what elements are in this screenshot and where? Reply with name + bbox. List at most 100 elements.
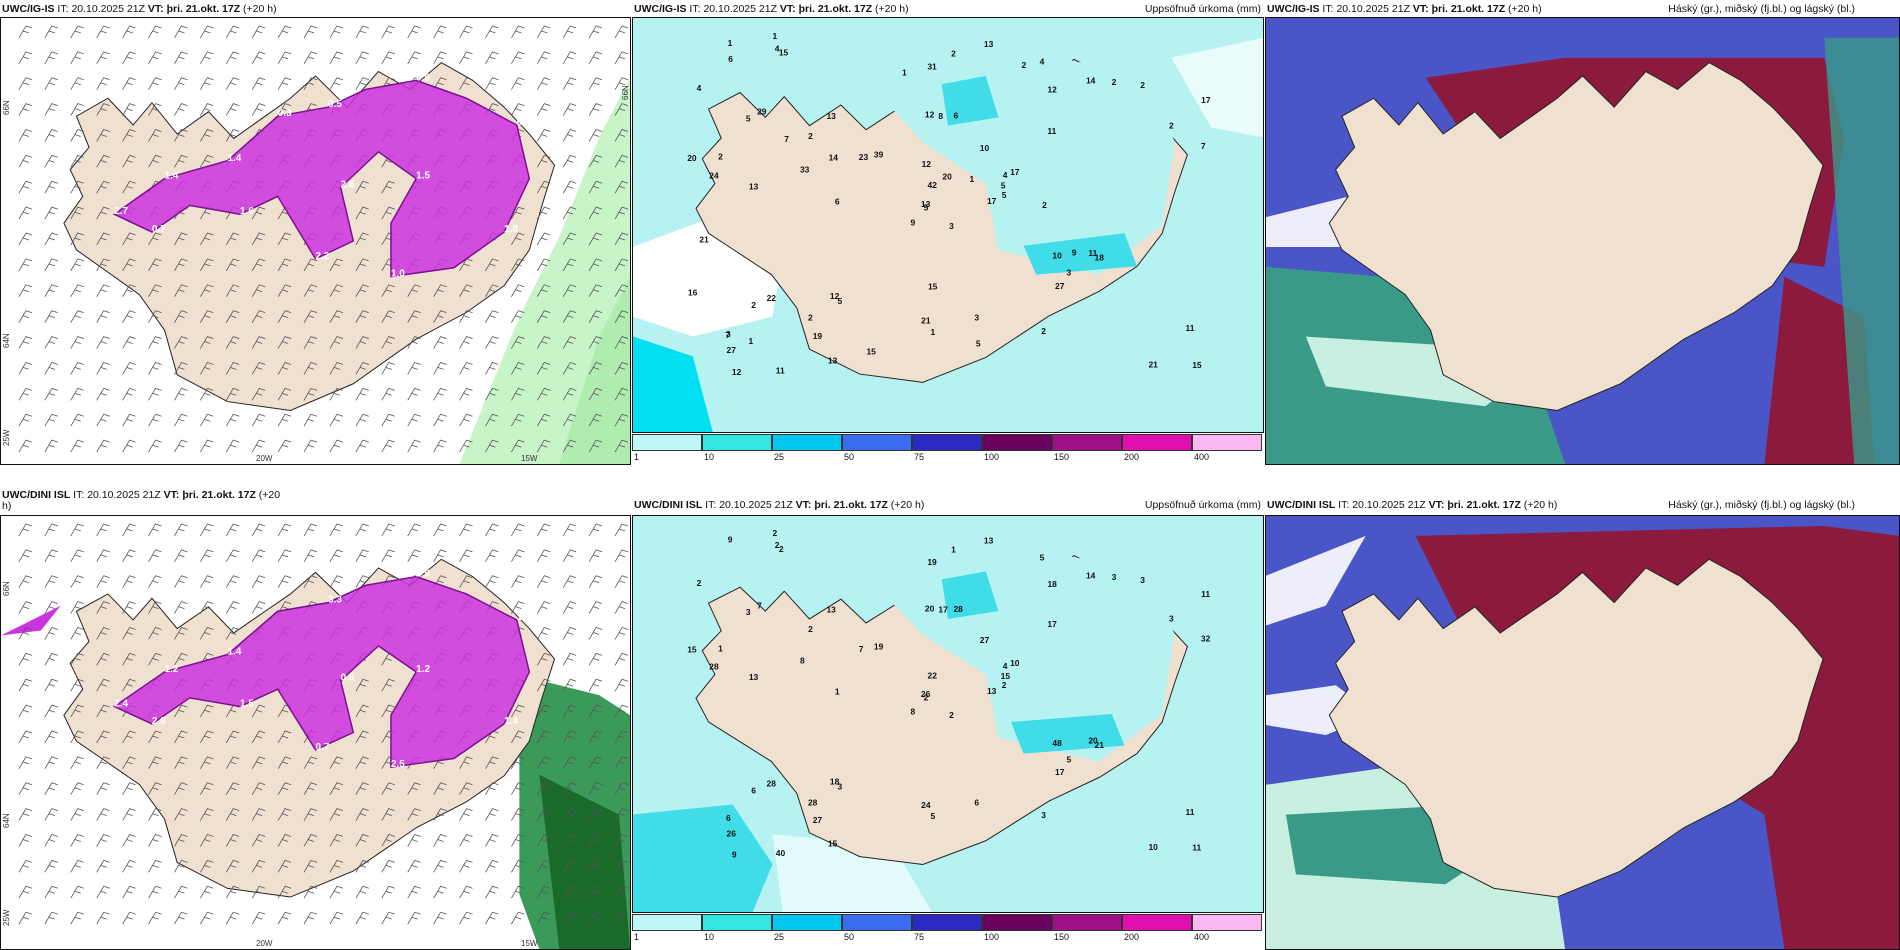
wind-barb bbox=[459, 575, 473, 588]
vt-label: VT: bbox=[779, 3, 796, 15]
wind-barb bbox=[277, 523, 292, 537]
colorbar-swatch bbox=[842, 914, 912, 931]
wind-barb bbox=[562, 523, 577, 537]
vt-label: VT: bbox=[1428, 499, 1445, 511]
wind-barb bbox=[251, 361, 266, 375]
wind-barb bbox=[70, 25, 84, 39]
wind-barb bbox=[303, 439, 318, 453]
precip-contour-label: 3.3 bbox=[328, 595, 342, 606]
wind-barb bbox=[200, 859, 214, 873]
wind-barb bbox=[96, 627, 110, 640]
wind-barb bbox=[303, 756, 318, 770]
precip-contour-label: 2.9 bbox=[416, 569, 430, 580]
precip-value: 15 bbox=[687, 645, 697, 655]
wind-barb bbox=[536, 652, 551, 666]
wind-barb bbox=[485, 25, 499, 39]
precip-value: 2 bbox=[751, 300, 756, 310]
wind-barb bbox=[148, 885, 162, 899]
precip-contour-label: 1.8 bbox=[504, 224, 518, 235]
wind-barb bbox=[381, 782, 395, 795]
colorbar-swatch bbox=[1192, 914, 1262, 931]
wind-barb bbox=[459, 885, 473, 899]
wind-barb bbox=[148, 549, 162, 562]
wind-barb bbox=[459, 859, 473, 873]
precip-value: 1 bbox=[718, 643, 723, 653]
wind-barb bbox=[381, 911, 395, 925]
precip-value: 6 bbox=[974, 798, 979, 808]
precip-area bbox=[941, 75, 999, 126]
precip-value: 7 bbox=[784, 134, 789, 144]
wind-barb bbox=[148, 756, 162, 770]
wind-barb bbox=[174, 258, 188, 272]
wind-barb bbox=[562, 859, 577, 873]
wind-barb bbox=[70, 51, 84, 64]
wind-barb bbox=[122, 25, 136, 39]
precip-value: 2 bbox=[808, 313, 813, 323]
wind-barb bbox=[329, 549, 344, 562]
colorbar-swatch bbox=[842, 434, 912, 451]
wind-barb bbox=[18, 361, 33, 375]
wind-barb bbox=[459, 310, 473, 323]
precip-value: 3 bbox=[1140, 575, 1145, 585]
wind-barb bbox=[225, 885, 240, 899]
wind-barb bbox=[355, 336, 369, 349]
precip-value: 5 bbox=[838, 296, 843, 306]
wind-barb bbox=[70, 310, 84, 323]
wind-barb bbox=[200, 361, 214, 375]
precip-value: 48 bbox=[1052, 738, 1062, 748]
wind-barb bbox=[562, 51, 577, 64]
wind-barb bbox=[70, 413, 84, 427]
wind-barb bbox=[225, 387, 240, 401]
precip-value: 5 bbox=[746, 114, 751, 124]
wind-barb bbox=[200, 601, 214, 614]
wind-barb bbox=[562, 601, 577, 614]
field-title: Háský (gr.), miðský (fj.bl.) og lágský (… bbox=[1668, 3, 1855, 15]
wind-barb bbox=[18, 808, 33, 821]
wind-barb bbox=[122, 782, 136, 795]
wind-barb bbox=[407, 859, 421, 873]
wind-barb bbox=[355, 834, 369, 847]
wind-barb bbox=[614, 413, 629, 427]
wind-barb bbox=[96, 678, 110, 692]
wind-barb bbox=[355, 678, 369, 692]
wind-barb bbox=[355, 730, 369, 744]
wind-barb bbox=[303, 284, 318, 297]
wind-barb bbox=[511, 523, 525, 537]
wind-barb bbox=[485, 756, 499, 770]
precip-contour-label: 0.7 bbox=[517, 117, 531, 128]
wind-barb bbox=[562, 808, 577, 821]
iceland-landmass bbox=[1328, 558, 1824, 898]
vt-label: VT: bbox=[1412, 3, 1429, 15]
wind-barb bbox=[148, 25, 162, 39]
wind-barb bbox=[459, 361, 473, 375]
precip-value: 23 bbox=[859, 152, 869, 162]
wind-barb bbox=[433, 782, 447, 795]
wind-barb bbox=[70, 154, 84, 168]
wind-barb bbox=[536, 704, 551, 718]
lead-time: (+20 h) bbox=[875, 3, 909, 15]
lat-label: 66N bbox=[2, 581, 11, 596]
wind-barb bbox=[225, 627, 240, 640]
wind-barb bbox=[200, 808, 214, 821]
colorbar-swatch bbox=[632, 914, 702, 931]
wind-barb bbox=[174, 885, 188, 899]
precip-value: 4 bbox=[1003, 170, 1008, 180]
panel-bottom-right: UWC/DINI ISL IT: 20.10.2025 21Z VT: þri.… bbox=[1265, 485, 1900, 950]
model-name: UWC/DINI ISL bbox=[1267, 499, 1336, 511]
wind-barb bbox=[148, 782, 162, 795]
wind-map: 2.7 1.4 0.5 0.9 0.7 1.8 1.0 1.5 2.6 2.2 1.6 0.7 1.4 0… bbox=[1, 18, 630, 464]
wind-barb bbox=[407, 25, 421, 39]
wind-barb bbox=[277, 439, 292, 453]
wind-barb bbox=[70, 103, 84, 116]
precip-value: 2 bbox=[1042, 200, 1047, 210]
wind-barb bbox=[200, 310, 214, 323]
wind-barb bbox=[303, 413, 318, 427]
wind-barb bbox=[251, 25, 266, 39]
wind-barb bbox=[200, 730, 214, 744]
wind-barb bbox=[303, 25, 318, 39]
wind-barb bbox=[329, 336, 344, 349]
wind-barb bbox=[355, 77, 369, 90]
precip-value: 13 bbox=[826, 111, 836, 121]
wind-barb bbox=[355, 387, 369, 401]
wind-barb bbox=[562, 627, 577, 640]
